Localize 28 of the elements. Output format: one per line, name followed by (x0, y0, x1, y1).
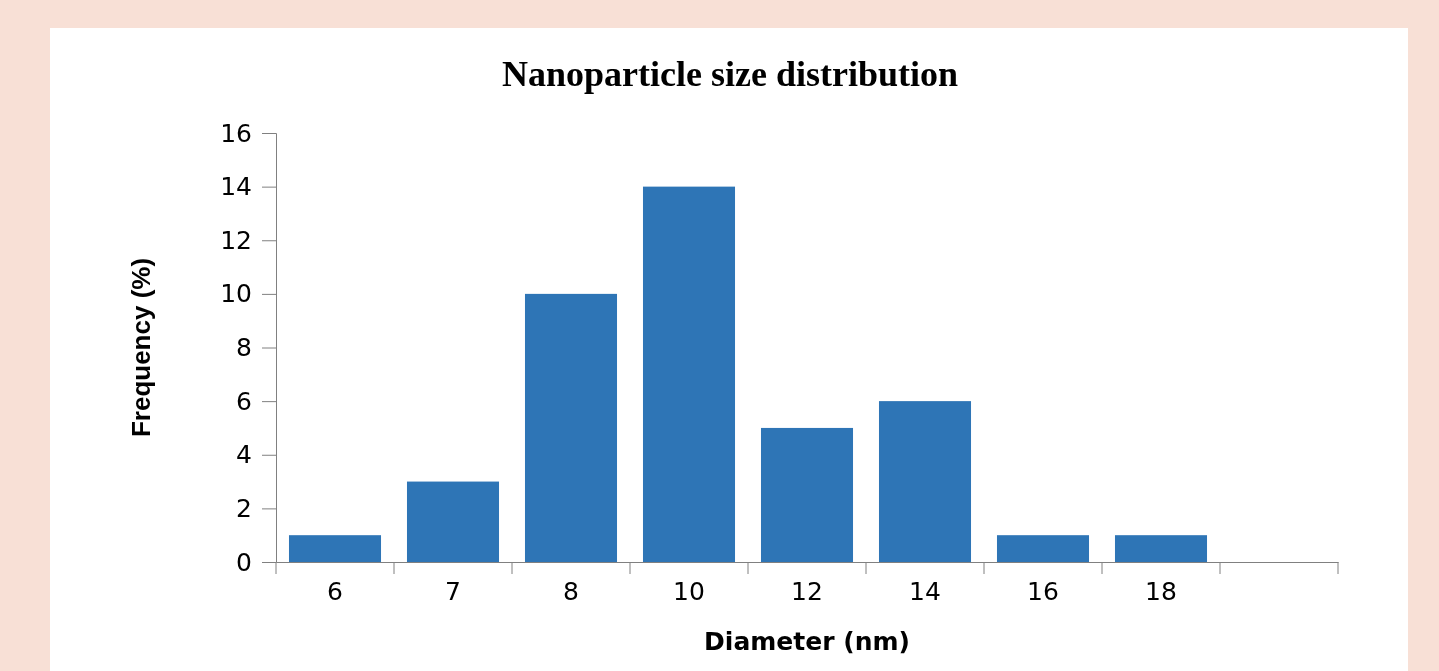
x-tick-label: 14 (909, 576, 941, 606)
x-tick-label: 16 (1027, 576, 1059, 606)
bar (642, 186, 736, 562)
bar (996, 535, 1090, 562)
bar (288, 535, 382, 562)
bar (1114, 535, 1208, 562)
y-tick-label: 12 (220, 225, 252, 255)
x-axis-title: Diameter (nm) (704, 627, 910, 656)
y-tick-label: 2 (236, 493, 252, 523)
bar (524, 293, 618, 562)
x-tick-label: 6 (327, 576, 343, 606)
y-tick-label: 0 (236, 547, 252, 577)
y-tick-label: 8 (236, 333, 252, 362)
y-tick-label: 6 (236, 386, 252, 416)
bar (406, 481, 500, 562)
x-tick-label: 10 (673, 576, 705, 606)
bar (760, 427, 854, 562)
chart-title: Nanoparticle size distribution (502, 54, 958, 94)
x-tick-label: 18 (1145, 576, 1177, 606)
x-tick-label: 12 (791, 576, 823, 606)
y-tick-label: 14 (220, 172, 252, 202)
y-tick-label: 16 (220, 118, 252, 148)
x-tick-label: 7 (445, 576, 461, 606)
y-tick-label: 4 (236, 440, 252, 470)
y-tick-label: 10 (220, 279, 252, 309)
bar (878, 401, 972, 562)
y-axis-title: Frequency (%) (126, 257, 156, 438)
x-tick-label: 8 (563, 576, 579, 606)
